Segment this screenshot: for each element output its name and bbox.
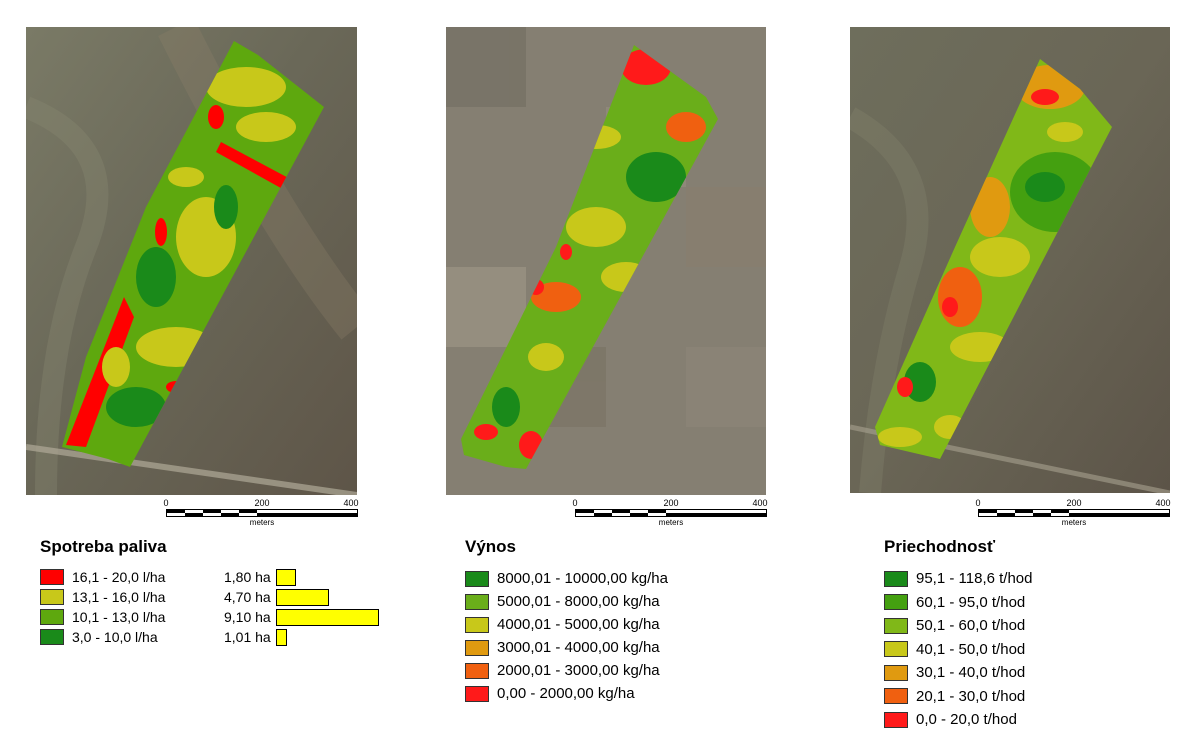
legend-item: 0,00 - 2000,00 kg/ha: [465, 682, 668, 705]
legend-item: 8000,01 - 10000,00 kg/ha: [465, 567, 668, 590]
legend-label: 10,1 - 13,0 l/ha: [72, 609, 166, 625]
legend-swatch: [40, 629, 64, 645]
legend-label: 2000,01 - 3000,00 kg/ha: [497, 662, 660, 679]
scale-unit: meters: [249, 518, 275, 527]
legend-swatch: [465, 662, 489, 679]
throughput-map: [850, 27, 1170, 493]
legend-item: 20,1 - 30,0 t/hod: [884, 685, 1032, 709]
legend-label: 30,1 - 40,0 t/hod: [916, 664, 1026, 682]
histogram-bar: [276, 568, 296, 586]
scale-unit: meters: [658, 518, 684, 527]
legend-area: 9,10 ha: [224, 609, 271, 625]
legend-swatch: [884, 711, 908, 728]
scale-tick: 400: [1155, 498, 1171, 508]
scale-tick: 200: [1066, 498, 1082, 508]
legend-item: 3,0 - 10,0 l/ha 1,01 ha: [40, 627, 379, 647]
legend-label: 40,1 - 50,0 t/hod: [916, 640, 1026, 658]
legend-swatch: [884, 641, 908, 658]
legend-label: 4000,01 - 5000,00 kg/ha: [497, 616, 660, 633]
legend-label: 13,1 - 16,0 l/ha: [72, 589, 166, 605]
legend-area: 1,01 ha: [224, 629, 271, 645]
legend-item: 95,1 - 118,6 t/hod: [884, 567, 1032, 591]
legend-item: 10,1 - 13,0 l/ha 9,10 ha: [40, 607, 379, 627]
legend-label: 0,00 - 2000,00 kg/ha: [497, 685, 635, 702]
legend-swatch: [465, 685, 489, 702]
legend-swatch: [884, 664, 908, 681]
histogram-bar: [276, 588, 329, 606]
scale-bar: 0 200 400 meters: [572, 498, 768, 528]
legend-title: Spotreba paliva: [40, 537, 167, 556]
scale-tick: 400: [343, 498, 359, 508]
legend-label: 95,1 - 118,6 t/hod: [916, 570, 1033, 588]
legend-items: 95,1 - 118,6 t/hod 60,1 - 95,0 t/hod 50,1 …: [884, 567, 1032, 732]
legend-swatch: [465, 570, 489, 587]
legend-items: 16,1 - 20,0 l/ha 1,80 ha 13,1 - 16,0 l/ha 4…: [40, 567, 379, 647]
histogram-bar: [276, 608, 379, 626]
legend-label: 50,1 - 60,0 t/hod: [916, 617, 1026, 635]
legend-swatch: [40, 609, 64, 625]
legend-item: 4000,01 - 5000,00 kg/ha: [465, 613, 668, 636]
legend-swatch: [465, 639, 489, 656]
legend-item: 40,1 - 50,0 t/hod: [884, 638, 1032, 662]
legend-label: 3000,01 - 4000,00 kg/ha: [497, 639, 660, 656]
legend-title: Výnos: [465, 537, 517, 556]
histogram-bar: [276, 628, 287, 646]
scale-tick: 0: [163, 498, 169, 508]
scale-unit: meters: [1061, 518, 1087, 527]
scale-bar: 0 200 400 meters: [975, 498, 1171, 528]
legend-item: 3000,01 - 4000,00 kg/ha: [465, 636, 668, 659]
legend-area: 4,70 ha: [224, 589, 271, 605]
legend-item: 2000,01 - 3000,00 kg/ha: [465, 659, 668, 682]
legend-fuel-consumption: Spotreba paliva 16,1 - 20,0 l/ha 1,80 ha 1…: [40, 537, 379, 647]
legend-label: 0,0 - 20,0 t/hod: [916, 711, 1017, 729]
legend-item: 13,1 - 16,0 l/ha 4,70 ha: [40, 587, 379, 607]
scale-tick: 400: [752, 498, 768, 508]
scale-tick: 200: [663, 498, 679, 508]
legend-swatch: [40, 589, 64, 605]
legend-title: Priechodnosť: [884, 537, 996, 556]
legend-label: 8000,01 - 10000,00 kg/ha: [497, 570, 668, 587]
legend-item: 60,1 - 95,0 t/hod: [884, 591, 1032, 615]
legend-swatch: [40, 569, 64, 585]
legend-swatch: [465, 593, 489, 610]
legend-swatch: [884, 688, 908, 705]
legend-items: 8000,01 - 10000,00 kg/ha 5000,01 - 8000,0…: [465, 567, 668, 705]
scale-tick: 200: [254, 498, 270, 508]
legend-label: 3,0 - 10,0 l/ha: [72, 629, 158, 645]
legend-throughput: Priechodnosť 95,1 - 118,6 t/hod 60,1 - 95…: [884, 537, 1032, 732]
legend-label: 20,1 - 30,0 t/hod: [916, 687, 1026, 705]
legend-swatch: [884, 617, 908, 634]
legend-swatch: [884, 570, 908, 587]
scale-tick: 0: [572, 498, 578, 508]
legend-swatch: [465, 616, 489, 633]
scale-bar: 0 200 400 meters: [163, 498, 359, 528]
legend-area: 1,80 ha: [224, 569, 271, 585]
yield-map: [446, 27, 766, 495]
legend-label: 60,1 - 95,0 t/hod: [916, 593, 1026, 611]
legend-yield: Výnos 8000,01 - 10000,00 kg/ha 5000,01 - …: [465, 537, 668, 705]
fuel-consumption-map: [26, 27, 357, 495]
legend-item: 50,1 - 60,0 t/hod: [884, 614, 1032, 638]
legend-item: 16,1 - 20,0 l/ha 1,80 ha: [40, 567, 379, 587]
legend-item: 30,1 - 40,0 t/hod: [884, 661, 1032, 685]
legend-label: 16,1 - 20,0 l/ha: [72, 569, 166, 585]
scale-tick: 0: [975, 498, 981, 508]
legend-item: 0,0 - 20,0 t/hod: [884, 708, 1032, 732]
legend-item: 5000,01 - 8000,00 kg/ha: [465, 590, 668, 613]
legend-label: 5000,01 - 8000,00 kg/ha: [497, 593, 660, 610]
legend-swatch: [884, 594, 908, 611]
